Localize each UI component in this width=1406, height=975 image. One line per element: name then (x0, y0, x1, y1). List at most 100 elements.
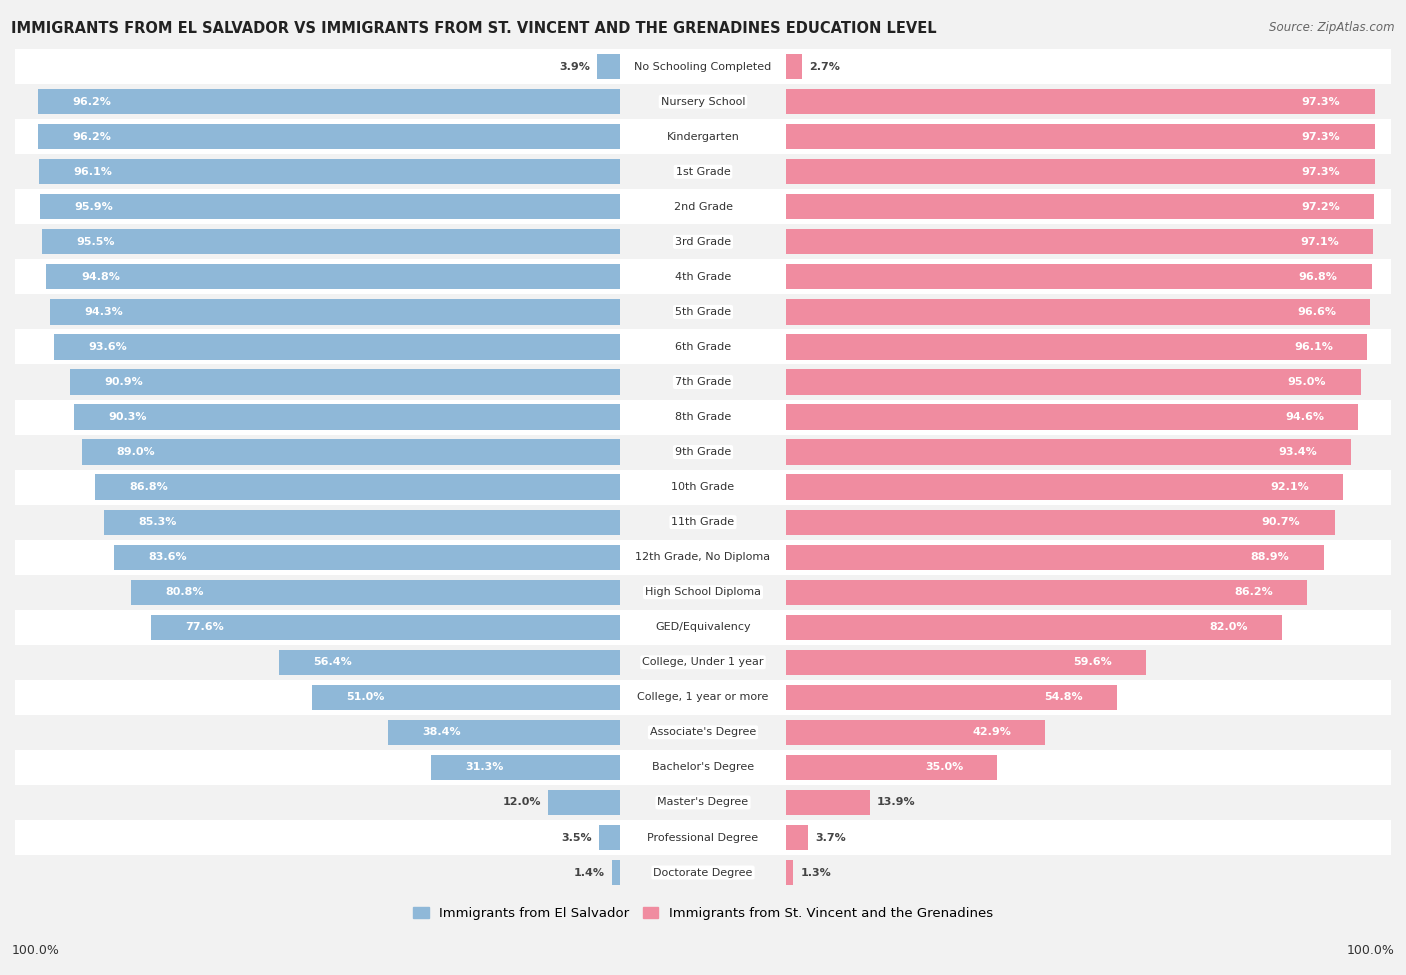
Bar (82, 440, 620, 465)
Text: 59.6%: 59.6% (1073, 657, 1112, 667)
Text: 96.6%: 96.6% (1296, 307, 1336, 317)
Text: 86.8%: 86.8% (129, 482, 169, 492)
Bar (786, 264, 1372, 290)
Bar (786, 649, 1146, 675)
Bar (786, 89, 1375, 114)
Text: IMMIGRANTS FROM EL SALVADOR VS IMMIGRANTS FROM ST. VINCENT AND THE GRENADINES ED: IMMIGRANTS FROM EL SALVADOR VS IMMIGRANT… (11, 21, 936, 36)
Text: 88.9%: 88.9% (1251, 552, 1289, 563)
Bar (42, 229, 620, 254)
Bar (46, 264, 620, 290)
Text: 86.2%: 86.2% (1234, 587, 1272, 598)
Bar (786, 299, 1371, 325)
Bar (786, 614, 1282, 640)
Text: 8th Grade: 8th Grade (675, 412, 731, 422)
Text: 31.3%: 31.3% (465, 762, 503, 772)
Text: 97.3%: 97.3% (1302, 97, 1340, 106)
Text: 96.1%: 96.1% (1294, 342, 1333, 352)
Bar (612, 860, 620, 885)
Bar (15, 820, 1391, 855)
Text: Bachelor's Degree: Bachelor's Degree (652, 762, 754, 772)
Text: 90.7%: 90.7% (1261, 517, 1301, 527)
Text: 95.5%: 95.5% (77, 237, 115, 247)
Text: No Schooling Completed: No Schooling Completed (634, 61, 772, 71)
Text: 2.7%: 2.7% (808, 61, 839, 71)
Text: 96.2%: 96.2% (72, 97, 111, 106)
Text: 97.1%: 97.1% (1301, 237, 1339, 247)
Bar (150, 614, 620, 640)
Text: 2nd Grade: 2nd Grade (673, 202, 733, 212)
Text: 85.3%: 85.3% (138, 517, 177, 527)
Bar (15, 49, 1391, 84)
Text: 54.8%: 54.8% (1045, 692, 1083, 702)
Text: 13.9%: 13.9% (876, 798, 915, 807)
Bar (15, 750, 1391, 785)
Bar (114, 545, 620, 569)
Bar (15, 330, 1391, 365)
Text: 3.7%: 3.7% (815, 833, 845, 842)
Text: Kindergarten: Kindergarten (666, 132, 740, 141)
Text: 1.4%: 1.4% (574, 868, 605, 878)
Text: Doctorate Degree: Doctorate Degree (654, 868, 752, 878)
Bar (786, 440, 1351, 465)
Bar (15, 680, 1391, 715)
Text: 38.4%: 38.4% (422, 727, 461, 737)
Text: Nursery School: Nursery School (661, 97, 745, 106)
Bar (786, 510, 1334, 534)
Text: 93.6%: 93.6% (89, 342, 127, 352)
Text: 4th Grade: 4th Grade (675, 272, 731, 282)
Text: 96.2%: 96.2% (72, 132, 111, 141)
Text: 82.0%: 82.0% (1209, 622, 1247, 632)
Bar (15, 154, 1391, 189)
Bar (599, 825, 620, 850)
Text: 56.4%: 56.4% (314, 657, 352, 667)
Text: 83.6%: 83.6% (149, 552, 187, 563)
Bar (15, 715, 1391, 750)
Bar (15, 189, 1391, 224)
Text: 9th Grade: 9th Grade (675, 448, 731, 457)
Text: Source: ZipAtlas.com: Source: ZipAtlas.com (1270, 21, 1395, 34)
Text: 42.9%: 42.9% (972, 727, 1011, 737)
Text: 11th Grade: 11th Grade (672, 517, 734, 527)
Text: 51.0%: 51.0% (346, 692, 384, 702)
Bar (15, 644, 1391, 680)
Bar (15, 84, 1391, 119)
Text: Master's Degree: Master's Degree (658, 798, 748, 807)
Text: 97.3%: 97.3% (1302, 167, 1340, 176)
Text: GED/Equivalency: GED/Equivalency (655, 622, 751, 632)
Bar (38, 124, 620, 149)
Bar (53, 334, 620, 360)
Text: 92.1%: 92.1% (1270, 482, 1309, 492)
Bar (278, 649, 620, 675)
Text: Associate's Degree: Associate's Degree (650, 727, 756, 737)
Bar (312, 684, 620, 710)
Text: 6th Grade: 6th Grade (675, 342, 731, 352)
Text: 77.6%: 77.6% (186, 622, 224, 632)
Bar (15, 259, 1391, 294)
Bar (15, 294, 1391, 330)
Bar (786, 370, 1361, 395)
Bar (15, 785, 1391, 820)
Bar (15, 470, 1391, 505)
Text: 35.0%: 35.0% (925, 762, 963, 772)
Bar (15, 505, 1391, 540)
Bar (786, 790, 870, 815)
Bar (430, 755, 620, 780)
Text: 3.9%: 3.9% (560, 61, 591, 71)
Text: 10th Grade: 10th Grade (672, 482, 734, 492)
Text: 7th Grade: 7th Grade (675, 377, 731, 387)
Text: 12th Grade, No Diploma: 12th Grade, No Diploma (636, 552, 770, 563)
Bar (786, 825, 808, 850)
Bar (49, 299, 620, 325)
Bar (15, 855, 1391, 890)
Text: 95.0%: 95.0% (1288, 377, 1326, 387)
Bar (38, 89, 620, 114)
Bar (15, 609, 1391, 644)
Bar (786, 194, 1374, 219)
Text: 95.9%: 95.9% (75, 202, 112, 212)
Bar (15, 224, 1391, 259)
Bar (39, 194, 620, 219)
Bar (15, 435, 1391, 470)
Text: 90.3%: 90.3% (108, 412, 146, 422)
Text: 3rd Grade: 3rd Grade (675, 237, 731, 247)
Text: 94.8%: 94.8% (82, 272, 120, 282)
